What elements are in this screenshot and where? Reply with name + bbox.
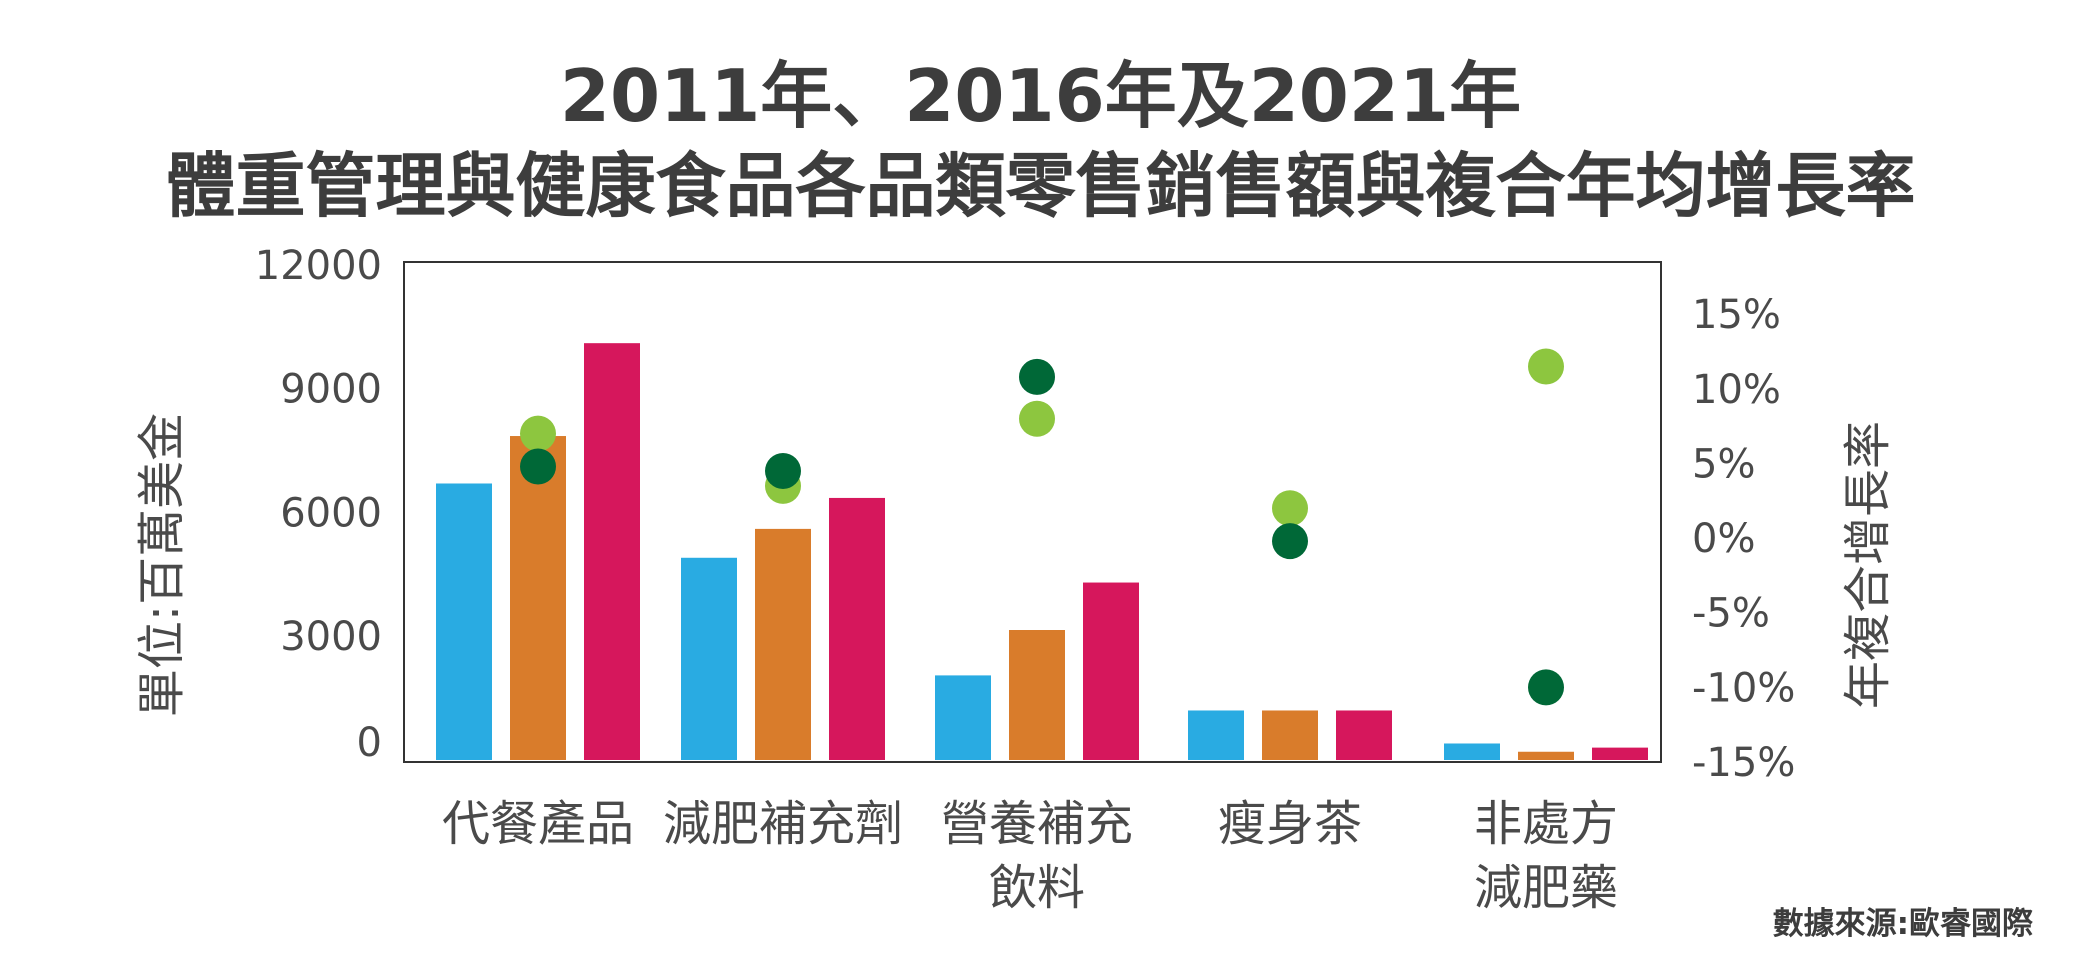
category-label: 代餐產品	[442, 796, 634, 852]
bar-2016	[510, 436, 566, 760]
y-tick-label: 0	[357, 720, 382, 766]
category-label: 減肥藥	[1474, 860, 1618, 916]
cagr-dot-light	[1272, 490, 1308, 527]
bar-2016	[755, 528, 811, 760]
bar-2021	[1083, 582, 1139, 760]
right-axis-ticks: 15% 10% 5% 0% -5% -10% -15%	[1692, 292, 1795, 786]
cagr-dot-dark	[1528, 669, 1564, 706]
bar-2021	[1336, 710, 1392, 760]
y-tick-label: 6000	[280, 490, 382, 536]
cagr-dot-dark	[1019, 358, 1055, 395]
y-axis-label: 單位:百萬美金	[134, 413, 190, 717]
bar-2021	[584, 343, 640, 760]
bar-2011	[681, 557, 737, 760]
bar-2016	[1518, 751, 1574, 760]
plot-frame	[403, 261, 1662, 763]
y2-tick-label: -5%	[1692, 591, 1770, 637]
y2-tick-label: 0%	[1692, 516, 1755, 562]
y2-tick-label: 10%	[1692, 367, 1781, 413]
bar-2011	[1188, 710, 1244, 760]
y2-axis-label: 年複合增長率	[1840, 421, 1896, 709]
category-label: 瘦身茶	[1218, 796, 1362, 852]
cagr-dot-light	[1528, 348, 1564, 385]
y2-tick-label: -15%	[1692, 740, 1795, 786]
chart-title-line2: 體重管理與健康食品各品類零售銷售額與複合年均增長率	[165, 145, 1916, 227]
y2-tick-label: -10%	[1692, 665, 1795, 711]
bar-2011	[1444, 743, 1500, 760]
bar-2021	[1592, 747, 1648, 760]
cagr-dot-light	[520, 415, 556, 452]
chart-title-line1: 2011年、2016年及2021年	[559, 54, 1522, 138]
cagr-dot-dark	[1272, 523, 1308, 560]
cagr-dot-dark	[765, 452, 801, 489]
cagr-dot-dark	[520, 448, 556, 485]
bar-2016	[1009, 630, 1065, 760]
left-axis-ticks: 0 3000 6000 9000 12000	[255, 243, 382, 766]
y2-tick-label: 5%	[1692, 441, 1755, 487]
bar-2016	[1262, 710, 1318, 760]
y-tick-label: 9000	[280, 367, 382, 413]
category-label: 非處方	[1474, 796, 1618, 852]
y-tick-label: 3000	[280, 614, 382, 660]
cagr-dots-group	[520, 348, 1564, 706]
category-label: 飲料	[989, 860, 1085, 916]
bar-2011	[436, 483, 492, 760]
y2-tick-label: 15%	[1692, 292, 1781, 338]
category-label: 營養補充	[941, 796, 1133, 852]
bar-2021	[829, 497, 885, 760]
bars-group	[436, 343, 1648, 760]
cagr-dot-light	[1019, 400, 1055, 437]
category-label: 減肥補充劑	[663, 796, 903, 852]
bar-2011	[935, 675, 991, 760]
y-tick-label: 12000	[255, 243, 382, 289]
data-source-note: 數據來源:歐睿國際	[1772, 906, 2033, 942]
